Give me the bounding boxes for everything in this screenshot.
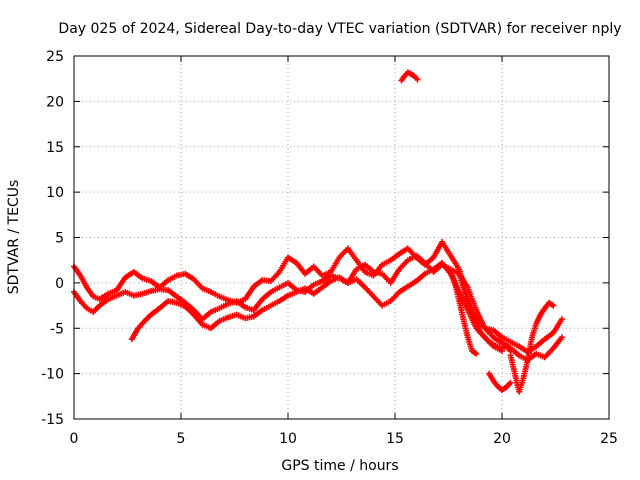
y-tick-label: 25 [46,49,64,65]
chart-title: Day 025 of 2024, Sidereal Day-to-day VTE… [58,21,621,37]
data-point-marker [507,379,514,386]
x-tick-label: 15 [386,431,404,447]
x-tick-label: 0 [70,431,79,447]
x-tick-label: 25 [600,431,618,447]
x-tick-label: 10 [279,431,297,447]
y-tick-label: -10 [41,367,64,383]
x-tick-label: 20 [493,431,511,447]
y-tick-label: 10 [46,185,64,201]
series-track-6 [507,299,557,395]
series-track-2 [71,252,565,364]
grid-lines [74,56,609,419]
y-tick-label: 20 [46,94,64,110]
data-point-marker [473,350,480,357]
series-track-7 [456,270,514,354]
series-track-4 [398,69,421,84]
y-axis-label: SDTVAR / TECUs [6,180,22,295]
y-tick-label: 5 [55,231,64,247]
data-point-marker [558,334,565,341]
y-tick-label: 0 [55,276,64,292]
data-point-marker [414,76,421,83]
axes: 0 5 10 15 20 25 -15 -10 -5 0 5 10 15 20 25 [41,49,618,447]
data-point-marker [550,302,557,309]
data-point-marker [507,347,514,354]
x-tick-label: 5 [177,431,186,447]
series-track-5 [486,370,514,393]
x-axis-label: GPS time / hours [281,458,398,474]
series-track-8 [447,266,480,357]
y-tick-label: -15 [41,412,64,428]
y-tick-label: 15 [46,140,64,156]
data-point-marker [558,316,565,323]
data-markers [71,69,565,395]
y-tick-label: -5 [50,321,64,337]
